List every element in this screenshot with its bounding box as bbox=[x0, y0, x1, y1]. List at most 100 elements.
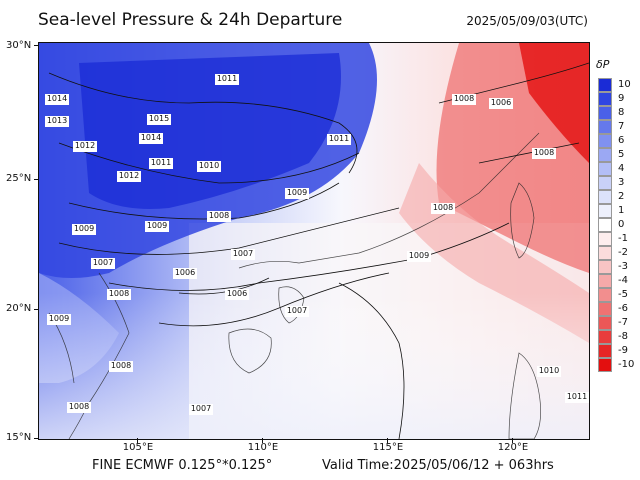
luzon-island bbox=[508, 352, 541, 439]
colorbar-swatch bbox=[598, 316, 612, 330]
lon-label: 115°E bbox=[372, 442, 404, 453]
lon-tick bbox=[262, 438, 263, 443]
isobar-1012 bbox=[58, 142, 360, 184]
colorbar-label: 3 bbox=[618, 177, 625, 188]
colorbar-swatch bbox=[598, 260, 612, 274]
lon-tick bbox=[137, 438, 138, 443]
colorbar-label: -7 bbox=[618, 317, 628, 328]
lat-label: 30°N bbox=[6, 40, 32, 51]
colorbar-label: -4 bbox=[618, 275, 628, 286]
isobar-label: 1006 bbox=[491, 98, 511, 107]
isobar-label: 1009 bbox=[49, 314, 69, 323]
colorbar-swatch bbox=[598, 288, 612, 302]
colorbar-label: 8 bbox=[618, 107, 625, 118]
colorbar-label: 6 bbox=[618, 135, 625, 146]
colorbar-label: 10 bbox=[618, 79, 631, 90]
colorbar-swatch bbox=[598, 162, 612, 176]
isobar-label: 1011 bbox=[217, 74, 237, 83]
colorbar-swatch bbox=[598, 120, 612, 134]
colorbar-swatch bbox=[598, 232, 612, 246]
colorbar-swatch bbox=[598, 106, 612, 120]
isobar-1008-east bbox=[478, 142, 580, 164]
map-canvas: 1011 1015 1014 1014 1013 1012 1012 1011 … bbox=[39, 43, 589, 439]
isobar-label: 1007 bbox=[191, 404, 211, 413]
lat-tick bbox=[34, 309, 39, 310]
isobar-label: 1009 bbox=[287, 188, 307, 197]
colorbar-swatch bbox=[598, 330, 612, 344]
isobar-label: 1008 bbox=[69, 402, 89, 411]
colorbar-swatch bbox=[598, 218, 612, 232]
pressure-map: 1011 1015 1014 1014 1013 1012 1012 1011 … bbox=[38, 42, 590, 440]
isobar-label: 1012 bbox=[119, 171, 139, 180]
isobar-label: 1010 bbox=[539, 366, 559, 375]
isobar-label: 1008 bbox=[433, 203, 453, 212]
isobar-label: 1011 bbox=[151, 158, 171, 167]
isobar-label: 1014 bbox=[141, 133, 161, 142]
isobar-label: 1009 bbox=[409, 251, 429, 260]
isobar-1009-sea bbox=[338, 282, 405, 439]
isobar-label: 1008 bbox=[534, 148, 554, 157]
isobar-label: 1007 bbox=[233, 249, 253, 258]
colorbar-swatch bbox=[598, 190, 612, 204]
lat-label: 25°N bbox=[6, 173, 32, 184]
colorbar-swatch bbox=[598, 148, 612, 162]
colorbar-label: -9 bbox=[618, 345, 628, 356]
colorbar-title: δP bbox=[596, 58, 610, 71]
lon-label: 120°E bbox=[497, 442, 529, 453]
colorbar-label: -2 bbox=[618, 247, 628, 258]
lon-label: 110°E bbox=[247, 442, 279, 453]
colorbar-swatch bbox=[598, 302, 612, 316]
colorbar-label: -5 bbox=[618, 289, 628, 300]
colorbar-swatch bbox=[598, 134, 612, 148]
colorbar-label: -1 bbox=[618, 233, 628, 244]
isobar-label: 1008 bbox=[454, 94, 474, 103]
isobar-1009 bbox=[58, 207, 400, 255]
colorbar-swatch bbox=[598, 246, 612, 260]
lat-tick bbox=[34, 179, 39, 180]
analysis-timestamp: 2025/05/09/03(UTC) bbox=[466, 14, 588, 28]
isobar-label: 1011 bbox=[329, 134, 349, 143]
isobar-group bbox=[48, 62, 589, 439]
colorbar-swatch bbox=[598, 92, 612, 106]
map-title: Sea-level Pressure & 24h Departure bbox=[38, 10, 343, 30]
colorbar-label: -8 bbox=[618, 331, 628, 342]
isobar-label: 1014 bbox=[47, 94, 67, 103]
colorbar-label: -3 bbox=[618, 261, 628, 272]
colorbar-label: -10 bbox=[618, 359, 635, 370]
colorbar-label: 0 bbox=[618, 219, 625, 230]
max-departure-core bbox=[79, 53, 341, 209]
south-china-coast bbox=[238, 132, 540, 269]
isobar-label: 1011 bbox=[567, 392, 587, 401]
colorbar bbox=[598, 78, 612, 372]
isobar-label: 1006 bbox=[227, 289, 247, 298]
lon-label: 105°E bbox=[122, 442, 154, 453]
isobar-1007 bbox=[158, 272, 390, 327]
lat-tick bbox=[34, 45, 39, 46]
colorbar-label: 7 bbox=[618, 121, 625, 132]
isobar-label: 1009 bbox=[74, 224, 94, 233]
model-info: FINE ECMWF 0.125°*0.125° bbox=[92, 458, 273, 473]
isobar-label: 1007 bbox=[287, 306, 307, 315]
colorbar-label: 2 bbox=[618, 191, 625, 202]
isobar-label: 1008 bbox=[109, 289, 129, 298]
isobar-label: 1006 bbox=[175, 268, 195, 277]
colorbar-swatch bbox=[598, 176, 612, 190]
isobar-1011 bbox=[48, 72, 358, 174]
colorbar-swatch bbox=[598, 204, 612, 218]
isobar-label: 1009 bbox=[147, 221, 167, 230]
isobar-1008 bbox=[108, 222, 510, 291]
colorbar-label: 5 bbox=[618, 149, 625, 160]
colorbar-label: 9 bbox=[618, 93, 625, 104]
lat-label: 20°N bbox=[6, 303, 32, 314]
isobar-label: 1010 bbox=[199, 161, 219, 170]
isobar-label: 1012 bbox=[75, 141, 95, 150]
isobar-label: 1008 bbox=[111, 361, 131, 370]
colorbar-swatch bbox=[598, 358, 612, 372]
lon-tick bbox=[387, 438, 388, 443]
valid-time: Valid Time:2025/05/06/12 + 063hrs bbox=[322, 458, 554, 473]
colorbar-swatch bbox=[598, 78, 612, 92]
isobar-label: 1013 bbox=[47, 116, 67, 125]
colorbar-swatch bbox=[598, 344, 612, 358]
taiwan-island bbox=[510, 182, 535, 259]
isobar-label: 1015 bbox=[149, 114, 169, 123]
